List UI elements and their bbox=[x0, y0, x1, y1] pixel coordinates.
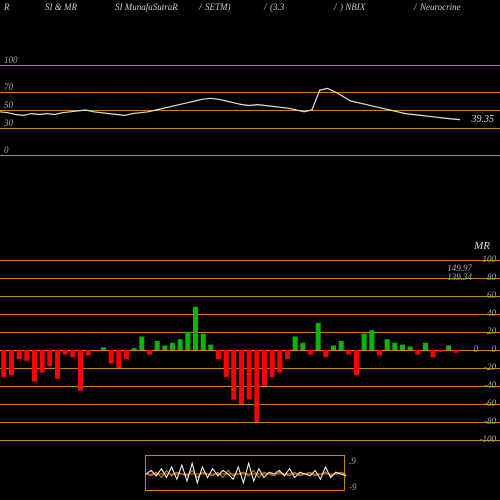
header-item: SETM) bbox=[205, 2, 231, 12]
mr-panel-title: MR bbox=[474, 240, 490, 252]
mini-axis-label: -9 bbox=[349, 482, 357, 492]
mr-bar-panel: -100-80-60-40-200204060801000MR149.97139… bbox=[0, 260, 500, 440]
header-item: (3.3 bbox=[270, 2, 284, 12]
header-separator: / bbox=[334, 2, 337, 12]
mr-bars bbox=[0, 260, 500, 440]
axis-label: 100 bbox=[4, 55, 18, 65]
header-item: SI MunafaSutraR bbox=[115, 2, 178, 12]
mini-chart bbox=[146, 456, 346, 492]
rsi-line-chart bbox=[0, 65, 500, 155]
rsi-panel: 030507010039.35 bbox=[0, 65, 500, 155]
header-separator: / bbox=[264, 2, 267, 12]
mini-oscillator-panel: .9-9 bbox=[145, 455, 345, 491]
grid-line bbox=[0, 155, 500, 156]
header-item: R bbox=[4, 2, 10, 12]
current-value-label: 39.35 bbox=[472, 114, 495, 125]
header-bar: RSI & MRSI MunafaSutraR/SETM)/(3.3/) NBI… bbox=[0, 2, 500, 16]
header-item: ) NBIX bbox=[340, 2, 365, 12]
header-item: SI & MR bbox=[45, 2, 77, 12]
mini-axis-label: .9 bbox=[349, 456, 356, 466]
header-separator: / bbox=[414, 2, 417, 12]
grid-line bbox=[0, 440, 500, 441]
header-separator: / bbox=[199, 2, 202, 12]
header-item: Neurocrine bbox=[420, 2, 461, 12]
